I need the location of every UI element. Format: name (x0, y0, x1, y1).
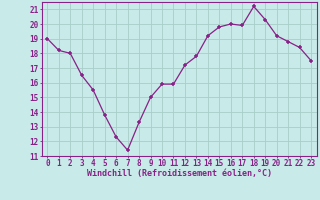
X-axis label: Windchill (Refroidissement éolien,°C): Windchill (Refroidissement éolien,°C) (87, 169, 272, 178)
